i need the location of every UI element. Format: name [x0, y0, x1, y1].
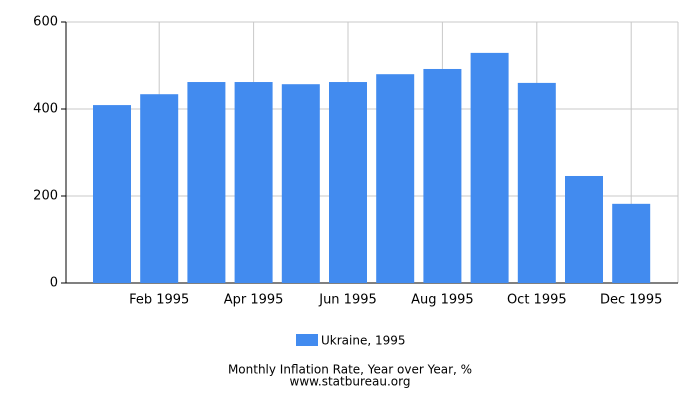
x-tick-label: Oct 1995 [507, 293, 567, 308]
x-tick-label: Jun 1995 [318, 293, 377, 308]
y-tick-label: 400 [33, 102, 58, 117]
bar [140, 94, 179, 284]
bar [234, 82, 273, 283]
bar [470, 52, 509, 284]
x-tick-label: Feb 1995 [129, 293, 189, 308]
chart-title: Monthly Inflation Rate, Year over Year, … [228, 363, 472, 377]
y-tick-label: 600 [33, 15, 58, 30]
bar [423, 68, 462, 283]
x-tick-label: Aug 1995 [411, 293, 474, 308]
legend-label: Ukraine, 1995 [321, 334, 406, 348]
source: www.statbureau.org [290, 375, 411, 389]
x-tick-label: Apr 1995 [224, 293, 284, 308]
bar [376, 74, 415, 283]
bar [93, 105, 131, 284]
bar [187, 82, 226, 283]
bar [612, 203, 651, 283]
legend-swatch [296, 334, 318, 346]
bar [281, 84, 320, 283]
bar [329, 82, 367, 283]
y-tick-label: 200 [33, 189, 58, 204]
y-tick-label: 0 [50, 276, 58, 291]
x-tick-label: Dec 1995 [600, 293, 662, 308]
bar [565, 175, 603, 283]
bar [517, 82, 556, 284]
